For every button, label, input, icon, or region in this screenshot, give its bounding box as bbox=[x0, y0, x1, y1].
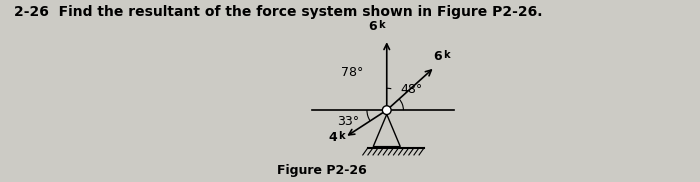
Text: 2-26  Find the resultant of the force system shown in Figure P2-26.: 2-26 Find the resultant of the force sys… bbox=[14, 5, 542, 19]
Text: k: k bbox=[379, 20, 385, 30]
Text: 4: 4 bbox=[329, 131, 337, 144]
Text: 6: 6 bbox=[369, 20, 377, 33]
Text: 48°: 48° bbox=[400, 83, 423, 96]
Circle shape bbox=[382, 106, 391, 114]
Text: 33°: 33° bbox=[337, 115, 359, 128]
Text: k: k bbox=[339, 130, 345, 141]
Text: Figure P2-26: Figure P2-26 bbox=[277, 164, 367, 177]
Text: k: k bbox=[443, 50, 449, 60]
Text: 78°: 78° bbox=[341, 66, 363, 79]
Text: 6: 6 bbox=[433, 50, 442, 63]
